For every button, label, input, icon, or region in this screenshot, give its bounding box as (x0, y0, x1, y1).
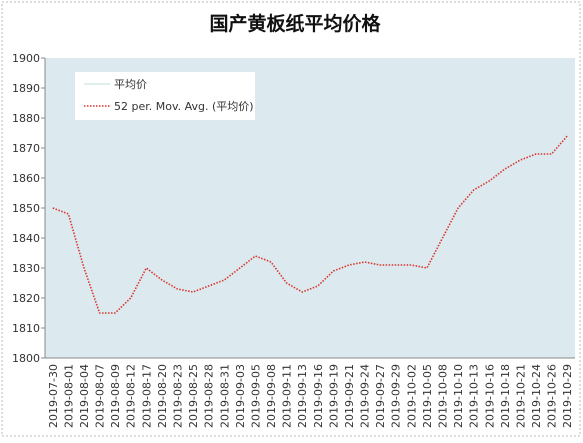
x-tick-label: 2019-07-30 (47, 364, 60, 428)
y-tick-label: 1890 (12, 82, 40, 95)
y-tick-label: 1830 (12, 262, 40, 275)
x-tick-label: 2019-08-25 (187, 364, 200, 428)
y-tick-label: 1880 (12, 112, 40, 125)
y-tick-label: 1800 (12, 352, 40, 365)
x-tick-label: 2019-08-23 (172, 364, 185, 428)
x-tick-label: 2019-08-09 (109, 364, 122, 428)
x-tick-label: 2019-10-26 (546, 364, 559, 428)
y-tick-label: 1870 (12, 142, 40, 155)
x-tick-label: 2019-09-05 (249, 364, 262, 428)
x-tick-label: 2019-10-13 (468, 364, 481, 428)
x-tick-label: 2019-08-07 (94, 364, 107, 428)
y-tick-label: 1850 (12, 202, 40, 215)
x-tick-label: 2019-09-16 (312, 364, 325, 428)
x-tick-label: 2019-08-20 (156, 364, 169, 428)
y-tick-label: 1810 (12, 322, 40, 335)
y-tick-label: 1840 (12, 232, 40, 245)
x-tick-label: 2019-10-10 (452, 364, 465, 428)
x-tick-label: 2019-09-27 (374, 364, 387, 428)
x-tick-label: 2019-10-24 (530, 364, 543, 428)
x-tick-label: 2019-10-29 (561, 364, 574, 428)
y-tick-label: 1860 (12, 172, 40, 185)
x-tick-label: 2019-10-05 (421, 364, 434, 428)
x-tick-label: 2019-09-21 (343, 364, 356, 428)
legend-label: 52 per. Mov. Avg. (平均价) (114, 100, 254, 113)
y-tick-label: 1900 (12, 52, 40, 65)
x-tick-label: 2019-10-08 (437, 364, 450, 428)
x-tick-label: 2019-09-03 (234, 364, 247, 428)
x-tick-label: 2019-10-21 (514, 364, 527, 428)
chart-title: 国产黄板纸平均价格 (209, 12, 381, 35)
x-tick-label: 2019-09-08 (265, 364, 278, 428)
x-tick-label: 2019-10-02 (405, 364, 418, 428)
legend-label: 平均价 (114, 78, 147, 91)
y-tick-label: 1820 (12, 292, 40, 305)
x-tick-label: 2019-09-13 (296, 364, 309, 428)
x-tick-label: 2019-10-16 (483, 364, 496, 428)
x-tick-label: 2019-09-24 (359, 364, 372, 428)
x-tick-label: 2019-09-19 (327, 364, 340, 428)
x-tick-label: 2019-08-01 (62, 364, 75, 428)
x-tick-label: 2019-08-04 (78, 364, 91, 428)
x-tick-label: 2019-09-29 (390, 364, 403, 428)
x-tick-label: 2019-08-17 (140, 364, 153, 428)
x-tick-label: 2019-09-11 (281, 364, 294, 428)
x-tick-label: 2019-08-12 (125, 364, 138, 428)
legend (75, 72, 255, 120)
x-tick-label: 2019-08-31 (218, 364, 231, 428)
x-tick-label: 2019-10-18 (499, 364, 512, 428)
series-line (52, 135, 568, 314)
x-tick-label: 2019-08-28 (203, 364, 216, 428)
